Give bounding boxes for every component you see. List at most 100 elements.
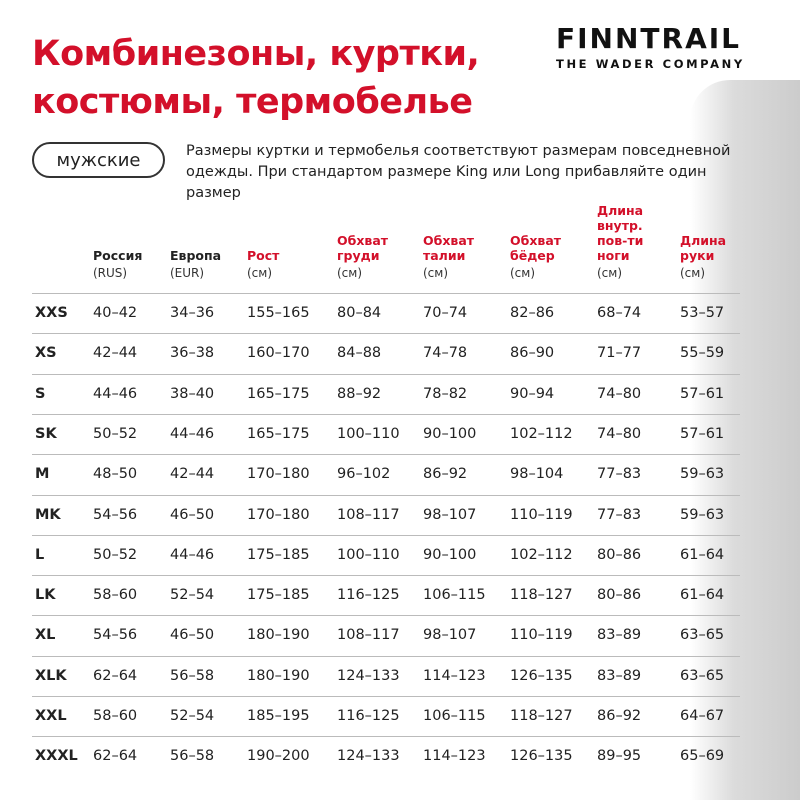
- table-cell: 83–89: [597, 667, 642, 684]
- table-row: XXL 58–60 52–54 185–195 116–125 106–115 118–12…: [32, 696, 740, 736]
- column-header: Европа (EUR): [170, 248, 221, 281]
- header-label: Обхват: [510, 233, 562, 248]
- table-row: XLK 62–64 56–58 180–190 124–133 114–123 126–13…: [32, 655, 740, 696]
- table-cell: 86–92: [597, 708, 642, 724]
- table-row: XXXL 62–64 56–58 190–200 124–133 114–123 126–1…: [32, 736, 740, 776]
- table-cell: 180–190: [247, 667, 310, 684]
- title-line: Комбинезоны, куртки,: [32, 34, 480, 74]
- table-cell: 55–59: [680, 345, 725, 362]
- table-cell: 160–170: [247, 345, 310, 362]
- header-label: Рост: [247, 248, 280, 263]
- table-cell: 65–69: [680, 748, 725, 765]
- table-row: XL 54–56 46–50 180–190 108–117 98–107 110–119 8…: [32, 615, 740, 655]
- table-cell: 80–86: [597, 546, 642, 563]
- table-cell: 42–44: [93, 345, 138, 362]
- table-cell: 190–200: [247, 748, 310, 765]
- table-cell: 90–94: [510, 385, 555, 402]
- model-photo: [690, 80, 800, 800]
- table-cell: 36–38: [170, 345, 215, 362]
- header-unit: (см): [597, 266, 623, 280]
- table-cell: 54–56: [93, 506, 138, 523]
- table-cell: 98–107: [423, 506, 477, 523]
- column-header: Рост (см): [247, 248, 279, 281]
- table-cell: 56–58: [170, 667, 215, 684]
- header-label: руки: [680, 248, 715, 263]
- table-row: SK 50–52 44–46 165–175 100–110 90–100 102–112 7…: [32, 413, 740, 454]
- table-cell: 34–36: [170, 305, 215, 321]
- table-cell: 114–123: [423, 748, 486, 765]
- table-cell: 83–89: [597, 627, 642, 644]
- header-label: груди: [337, 248, 380, 263]
- table-cell: 61–64: [680, 587, 725, 604]
- table-cell: 64–67: [680, 708, 725, 724]
- table-cell: 82–86: [510, 305, 555, 321]
- header-unit: (см): [247, 266, 273, 280]
- header-label: талии: [423, 248, 466, 263]
- table-cell: 89–95: [597, 748, 642, 765]
- table-cell: 170–180: [247, 506, 310, 523]
- table-row: S 44–46 38–40 165–175 88–92 78–82 90–94 74–80 57…: [32, 373, 740, 414]
- table-cell: 52–54: [170, 708, 215, 724]
- size-label: XL: [35, 627, 56, 644]
- table-cell: 86–90: [510, 345, 555, 362]
- table-cell: 77–83: [597, 506, 642, 523]
- table-cell: 108–117: [337, 506, 400, 523]
- table-cell: 50–52: [93, 546, 138, 563]
- table-cell: 185–195: [247, 708, 310, 724]
- brand-logo: FINNTRAIL THE WADER COMPANY: [556, 22, 745, 71]
- header-label: Длина: [597, 203, 644, 218]
- column-header: Обхват груди (см): [337, 233, 388, 281]
- table-cell: 90–100: [423, 546, 477, 563]
- table-row: LK 58–60 52–54 175–185 116–125 106–115 118–127…: [32, 575, 740, 615]
- table-cell: 44–46: [170, 546, 215, 563]
- table-cell: 74–80: [597, 385, 642, 402]
- note-line: одежды. При стандартом размере King или …: [186, 164, 707, 201]
- table-cell: 46–50: [170, 627, 215, 644]
- header-label: Длина: [680, 233, 727, 248]
- table-cell: 102–112: [510, 546, 573, 563]
- table-cell: 165–175: [247, 385, 310, 402]
- header-unit: (RUS): [93, 266, 128, 280]
- size-label: XXS: [35, 305, 68, 321]
- table-cell: 38–40: [170, 385, 215, 402]
- table-cell: 42–44: [170, 466, 215, 483]
- table-cell: 118–127: [510, 587, 573, 604]
- table-cell: 54–56: [93, 627, 138, 644]
- table-cell: 180–190: [247, 627, 310, 644]
- table-cell: 96–102: [337, 466, 391, 483]
- note-line: Размеры куртки и термобелья соответствую…: [186, 143, 731, 159]
- table-cell: 48–50: [93, 466, 138, 483]
- header-unit: (EUR): [170, 266, 205, 280]
- table-cell: 84–88: [337, 345, 382, 362]
- table-cell: 175–185: [247, 546, 310, 563]
- table-cell: 57–61: [680, 425, 725, 442]
- header-label: внутр.: [597, 218, 643, 233]
- table-cell: 40–42: [93, 305, 138, 321]
- size-label: L: [35, 546, 45, 563]
- table-cell: 124–133: [337, 667, 400, 684]
- table-cell: 74–78: [423, 345, 468, 362]
- size-label: LK: [35, 587, 56, 604]
- table-cell: 74–80: [597, 425, 642, 442]
- table-cell: 62–64: [93, 748, 138, 765]
- table-cell: 70–74: [423, 305, 468, 321]
- table-cell: 86–92: [423, 466, 468, 483]
- header-label: бёдер: [510, 248, 555, 263]
- table-cell: 71–77: [597, 345, 642, 362]
- table-cell: 110–119: [510, 506, 573, 523]
- size-label: SK: [35, 425, 57, 442]
- table-cell: 170–180: [247, 466, 310, 483]
- size-label: XLK: [35, 667, 67, 684]
- size-label: XXL: [35, 708, 67, 724]
- header-unit: (см): [337, 266, 363, 280]
- size-label: XXXL: [35, 748, 78, 765]
- table-cell: 110–119: [510, 627, 573, 644]
- table-cell: 102–112: [510, 425, 573, 442]
- table-cell: 98–104: [510, 466, 564, 483]
- table-row: XXS 40–42 34–36 155–165 80–84 70–74 82–86 68–74…: [32, 293, 740, 333]
- table-row: MK 54–56 46–50 170–180 108–117 98–107 110–119 7…: [32, 494, 740, 535]
- table-row: M 48–50 42–44 170–180 96–102 86–92 98–104 77–83…: [32, 454, 740, 494]
- table-cell: 80–84: [337, 305, 382, 321]
- table-cell: 124–133: [337, 748, 400, 765]
- table-cell: 118–127: [510, 708, 573, 724]
